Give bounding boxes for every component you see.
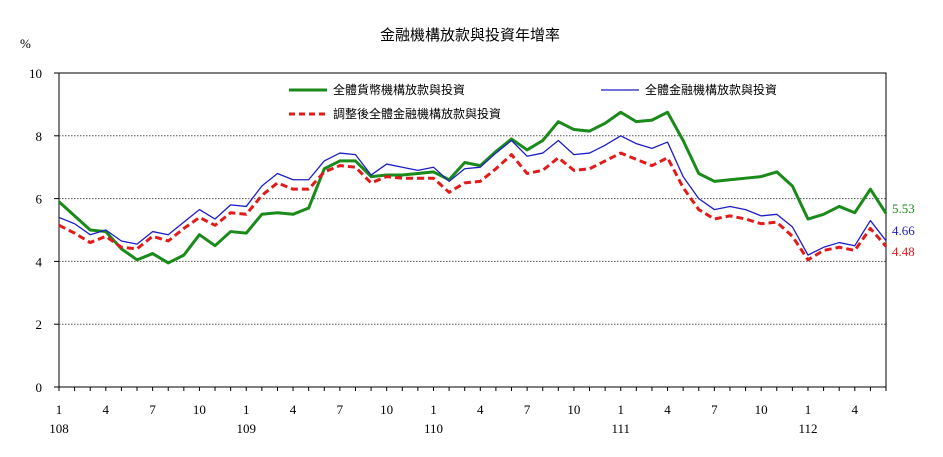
x-year-label: 108 [49,421,69,436]
y-tick-label: 0 [36,380,43,395]
x-tick-label: 4 [103,402,110,417]
x-tick-label: 7 [149,402,156,417]
x-tick-label: 4 [290,402,297,417]
x-tick-label: 1 [56,402,63,417]
x-tick-label: 7 [711,402,718,417]
x-year-label: 109 [236,421,256,436]
y-axis-ticks: 0 2 4 6 8 10 [29,66,59,395]
x-axis-ticks: 1 4 7 10 1 4 7 10 1 4 7 10 1 4 7 10 1 4 108 109 110 111 112 [49,387,887,436]
x-tick-label: 4 [477,402,484,417]
x-tick-label: 4 [664,402,671,417]
x-tick-label: 1 [805,402,812,417]
x-year-label: 110 [424,421,443,436]
end-value-labels: 5.53 4.66 4.48 [892,201,915,259]
y-tick-label: 8 [36,129,43,144]
x-tick-label: 7 [524,402,531,417]
plot-area-frame [58,72,887,388]
legend-label: 全體貨幣機構放款與投資 [333,82,465,97]
y-tick-label: 4 [36,254,43,269]
x-tick-label: 10 [755,402,768,417]
y-tick-label: 6 [36,192,43,207]
x-tick-label: 10 [380,402,393,417]
end-value-label: 4.48 [892,244,915,259]
x-tick-label: 1 [430,402,437,417]
series-line [58,135,887,256]
y-tick-label: 10 [29,66,42,81]
x-year-label: 111 [611,421,630,436]
x-tick-label: 1 [617,402,624,417]
end-value-label: 5.53 [892,201,915,216]
y-tick-label: 2 [36,317,43,332]
x-tick-label: 1 [243,402,250,417]
chart-title: 金融機構放款與投資年增率 [380,27,560,44]
series-lines [57,110,888,265]
legend-label: 全體金融機構放款與投資 [645,82,777,97]
x-tick-label: 10 [193,402,206,417]
legend-label: 調整後全體金融機構放款與投資 [333,106,501,121]
series-line [58,151,888,262]
series-line [57,110,888,265]
x-year-label: 112 [798,421,817,436]
x-tick-label: 10 [567,402,580,417]
y-axis-unit: % [20,36,31,51]
end-value-label: 4.66 [892,223,915,238]
x-tick-label: 4 [852,402,859,417]
x-tick-label: 7 [337,402,344,417]
